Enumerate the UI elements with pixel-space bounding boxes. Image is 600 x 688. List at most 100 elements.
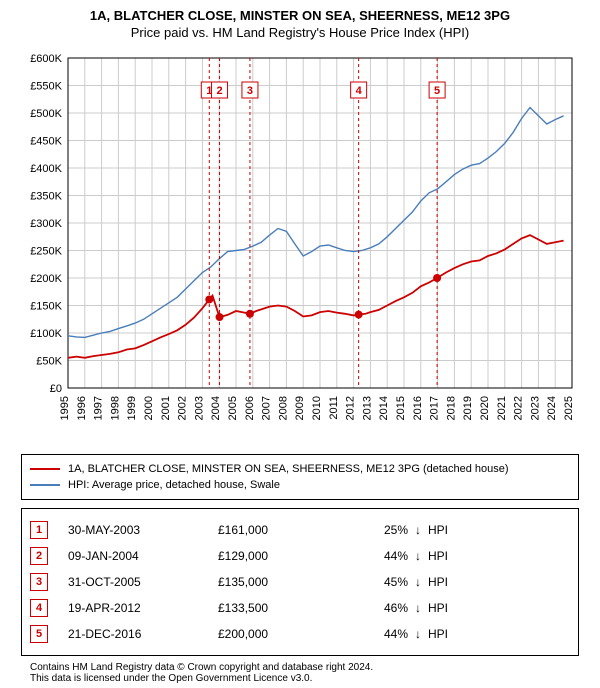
down-arrow-icon: ↓ bbox=[408, 523, 428, 537]
svg-text:2004: 2004 bbox=[210, 396, 222, 420]
svg-text:2007: 2007 bbox=[261, 396, 273, 420]
footnote: Contains HM Land Registry data © Crown c… bbox=[0, 656, 600, 688]
chart-title-address: 1A, BLATCHER CLOSE, MINSTER ON SEA, SHEE… bbox=[0, 8, 600, 23]
svg-text:2001: 2001 bbox=[160, 396, 172, 420]
svg-text:£100K: £100K bbox=[30, 328, 62, 340]
svg-text:2025: 2025 bbox=[563, 396, 575, 420]
footnote-line2: This data is licensed under the Open Gov… bbox=[30, 673, 600, 684]
svg-text:£50K: £50K bbox=[36, 356, 62, 368]
legend-swatch bbox=[30, 484, 60, 486]
sale-hpi-label: HPI bbox=[428, 549, 468, 563]
sale-pct: 46% bbox=[348, 601, 408, 615]
sale-date: 19-APR-2012 bbox=[68, 601, 218, 615]
svg-text:2008: 2008 bbox=[277, 396, 289, 420]
svg-text:2019: 2019 bbox=[462, 396, 474, 420]
chart-container: 1A, BLATCHER CLOSE, MINSTER ON SEA, SHEE… bbox=[0, 0, 600, 688]
svg-text:2003: 2003 bbox=[193, 396, 205, 420]
svg-text:2016: 2016 bbox=[412, 396, 424, 420]
sale-table: 130-MAY-2003£161,00025%↓HPI209-JAN-2004£… bbox=[21, 508, 579, 656]
down-arrow-icon: ↓ bbox=[408, 549, 428, 563]
svg-text:2: 2 bbox=[216, 85, 222, 97]
svg-text:£250K: £250K bbox=[30, 246, 62, 258]
svg-text:2000: 2000 bbox=[143, 396, 155, 420]
svg-text:2014: 2014 bbox=[378, 396, 390, 420]
sale-date: 30-MAY-2003 bbox=[68, 523, 218, 537]
svg-text:£300K: £300K bbox=[30, 218, 62, 230]
sale-price: £161,000 bbox=[218, 523, 348, 537]
sale-hpi-label: HPI bbox=[428, 523, 468, 537]
svg-text:1998: 1998 bbox=[109, 396, 121, 420]
svg-text:2011: 2011 bbox=[328, 396, 340, 420]
sale-pct: 44% bbox=[348, 549, 408, 563]
legend-row: 1A, BLATCHER CLOSE, MINSTER ON SEA, SHEE… bbox=[30, 461, 570, 477]
sale-price: £133,500 bbox=[218, 601, 348, 615]
sale-date: 21-DEC-2016 bbox=[68, 627, 218, 641]
svg-text:5: 5 bbox=[434, 85, 440, 97]
down-arrow-icon: ↓ bbox=[408, 627, 428, 641]
sale-hpi-label: HPI bbox=[428, 601, 468, 615]
legend-box: 1A, BLATCHER CLOSE, MINSTER ON SEA, SHEE… bbox=[21, 454, 579, 500]
sale-price: £135,000 bbox=[218, 575, 348, 589]
svg-text:2020: 2020 bbox=[479, 396, 491, 420]
chart-svg: £0 £50K £100K £150K £200K £250K £300K £350K £400… bbox=[20, 48, 580, 448]
sale-badge: 3 bbox=[30, 573, 48, 591]
svg-text:2017: 2017 bbox=[429, 396, 441, 420]
sale-date: 09-JAN-2004 bbox=[68, 549, 218, 563]
svg-text:2005: 2005 bbox=[227, 396, 239, 420]
svg-text:£500K: £500K bbox=[30, 108, 62, 120]
svg-text:2015: 2015 bbox=[395, 396, 407, 420]
sale-badge: 1 bbox=[30, 521, 48, 539]
legend-label: HPI: Average price, detached house, Swal… bbox=[68, 479, 280, 491]
sale-price: £200,000 bbox=[218, 627, 348, 641]
sale-row: 2 09-JAN-2004£129,00044%↓HPI bbox=[30, 543, 570, 569]
svg-text:3: 3 bbox=[247, 85, 253, 97]
svg-text:2006: 2006 bbox=[244, 396, 256, 420]
sale-pct: 45% bbox=[348, 575, 408, 589]
svg-text:2009: 2009 bbox=[294, 396, 306, 420]
svg-text:1995: 1995 bbox=[59, 396, 71, 420]
svg-text:1999: 1999 bbox=[126, 396, 138, 420]
sale-row: 5 21-DEC-2016£200,00044%↓HPI bbox=[30, 621, 570, 647]
svg-text:£600K: £600K bbox=[30, 53, 62, 65]
svg-text:2021: 2021 bbox=[496, 396, 508, 420]
svg-text:£450K: £450K bbox=[30, 136, 62, 148]
svg-text:2010: 2010 bbox=[311, 396, 323, 420]
sale-badge: 2 bbox=[30, 547, 48, 565]
svg-text:£350K: £350K bbox=[30, 191, 62, 203]
svg-text:£0: £0 bbox=[50, 383, 62, 395]
svg-text:2018: 2018 bbox=[445, 396, 457, 420]
svg-text:£200K: £200K bbox=[30, 273, 62, 285]
sale-hpi-label: HPI bbox=[428, 627, 468, 641]
svg-text:1996: 1996 bbox=[76, 396, 88, 420]
sale-pct: 25% bbox=[348, 523, 408, 537]
sale-row: 3 31-OCT-2005£135,00045%↓HPI bbox=[30, 569, 570, 595]
title-block: 1A, BLATCHER CLOSE, MINSTER ON SEA, SHEE… bbox=[0, 0, 600, 40]
svg-text:2022: 2022 bbox=[513, 396, 525, 420]
sale-badge: 5 bbox=[30, 625, 48, 643]
svg-text:£400K: £400K bbox=[30, 163, 62, 175]
legend-swatch bbox=[30, 468, 60, 470]
legend-row: HPI: Average price, detached house, Swal… bbox=[30, 477, 570, 493]
sale-price: £129,000 bbox=[218, 549, 348, 563]
svg-text:2012: 2012 bbox=[345, 396, 357, 420]
legend-label: 1A, BLATCHER CLOSE, MINSTER ON SEA, SHEE… bbox=[68, 463, 509, 475]
footnote-line1: Contains HM Land Registry data © Crown c… bbox=[30, 662, 600, 673]
down-arrow-icon: ↓ bbox=[408, 575, 428, 589]
svg-text:£550K: £550K bbox=[30, 81, 62, 93]
svg-text:2002: 2002 bbox=[177, 396, 189, 420]
svg-text:1997: 1997 bbox=[93, 396, 105, 420]
sale-date: 31-OCT-2005 bbox=[68, 575, 218, 589]
chart-plot: £0 £50K £100K £150K £200K £250K £300K £350K £400… bbox=[20, 48, 580, 448]
sale-hpi-label: HPI bbox=[428, 575, 468, 589]
svg-text:£150K: £150K bbox=[30, 301, 62, 313]
sale-pct: 44% bbox=[348, 627, 408, 641]
sale-row: 4 19-APR-2012£133,50046%↓HPI bbox=[30, 595, 570, 621]
svg-text:4: 4 bbox=[356, 85, 363, 97]
svg-text:2013: 2013 bbox=[361, 396, 373, 420]
down-arrow-icon: ↓ bbox=[408, 601, 428, 615]
svg-text:2023: 2023 bbox=[529, 396, 541, 420]
svg-text:2024: 2024 bbox=[546, 396, 558, 420]
sale-row: 1 30-MAY-2003£161,00025%↓HPI bbox=[30, 517, 570, 543]
chart-title-subtitle: Price paid vs. HM Land Registry's House … bbox=[0, 25, 600, 40]
sale-badge: 4 bbox=[30, 599, 48, 617]
